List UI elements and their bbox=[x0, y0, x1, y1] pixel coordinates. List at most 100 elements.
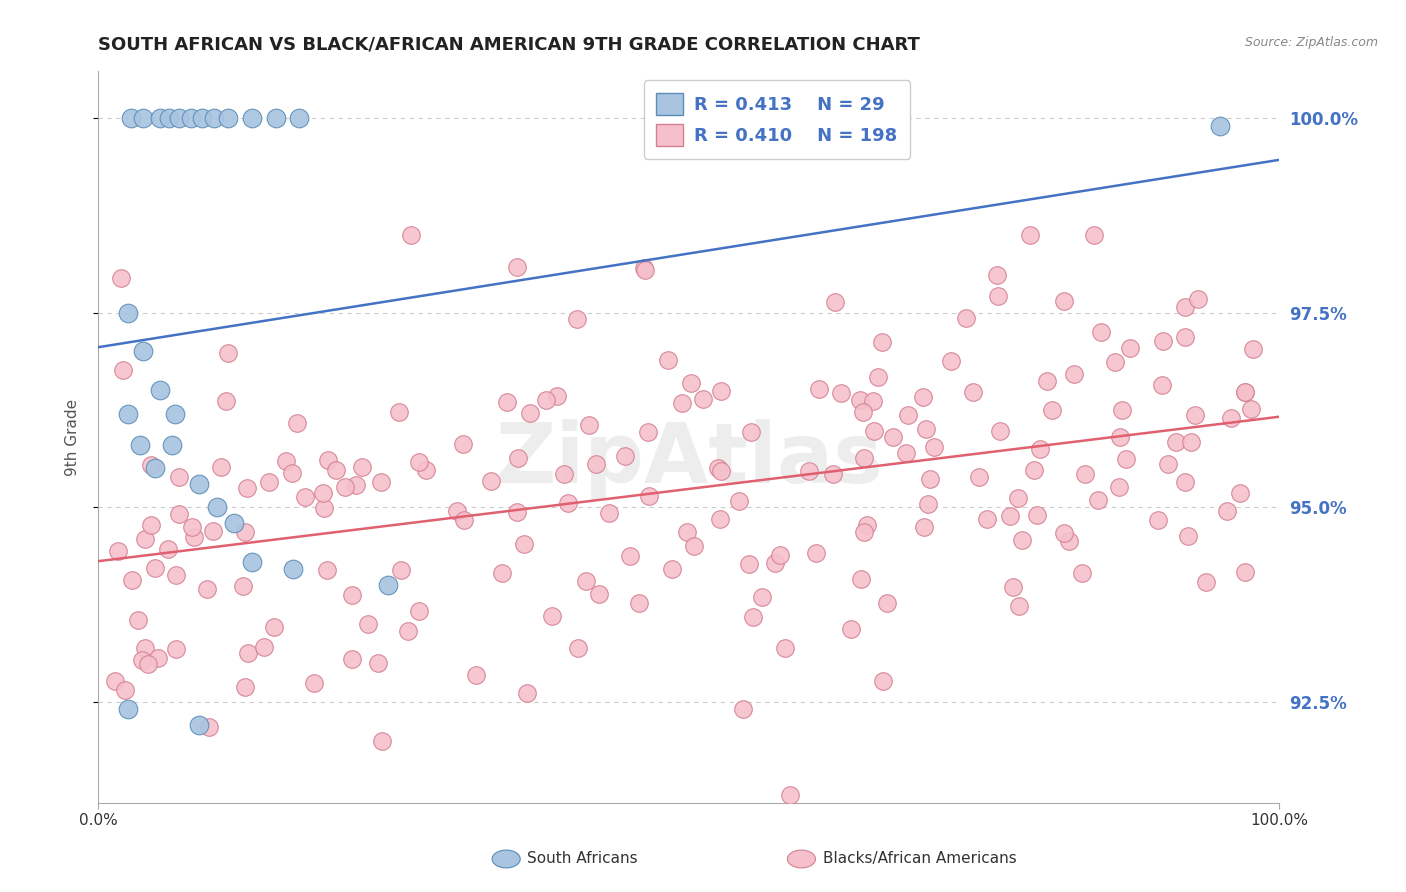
Point bbox=[853, 451, 876, 466]
Point bbox=[849, 572, 872, 586]
Point bbox=[986, 268, 1008, 282]
Text: South Africans: South Africans bbox=[527, 852, 638, 866]
Point bbox=[1153, 334, 1175, 348]
Point bbox=[224, 516, 246, 530]
Point bbox=[575, 574, 598, 588]
Point bbox=[1115, 451, 1137, 466]
Point bbox=[676, 525, 699, 540]
Point bbox=[112, 363, 135, 377]
Point bbox=[195, 582, 218, 596]
Point bbox=[157, 111, 180, 125]
Text: SOUTH AFRICAN VS BLACK/AFRICAN AMERICAN 9TH GRADE CORRELATION CHART: SOUTH AFRICAN VS BLACK/AFRICAN AMERICAN … bbox=[98, 36, 921, 54]
Point bbox=[710, 384, 733, 398]
Point bbox=[821, 467, 844, 482]
Point bbox=[987, 289, 1010, 303]
Point bbox=[357, 617, 380, 632]
Point bbox=[824, 295, 846, 310]
Point bbox=[1187, 292, 1209, 306]
Point bbox=[285, 417, 308, 431]
Point bbox=[911, 390, 934, 404]
Point bbox=[1184, 408, 1206, 422]
Point bbox=[1024, 463, 1046, 477]
Point bbox=[598, 506, 620, 520]
Point bbox=[325, 462, 347, 476]
Point bbox=[205, 500, 228, 515]
Point bbox=[107, 544, 129, 558]
Point bbox=[209, 459, 232, 474]
Point bbox=[104, 674, 127, 689]
Point bbox=[240, 555, 263, 569]
Point bbox=[914, 422, 936, 436]
Point bbox=[553, 467, 575, 481]
Point bbox=[897, 408, 920, 422]
Text: ZipAtlas: ZipAtlas bbox=[495, 418, 883, 500]
Point bbox=[479, 474, 502, 488]
Point bbox=[1180, 434, 1202, 449]
Point bbox=[263, 620, 285, 634]
Point bbox=[740, 425, 762, 439]
Point bbox=[534, 393, 557, 408]
Point bbox=[1052, 294, 1074, 309]
Point bbox=[350, 459, 373, 474]
Point bbox=[138, 657, 160, 671]
Point bbox=[370, 475, 392, 489]
Point bbox=[134, 532, 156, 546]
Point bbox=[335, 480, 357, 494]
Point bbox=[127, 613, 149, 627]
Point bbox=[128, 438, 150, 452]
Point bbox=[233, 680, 256, 694]
Point bbox=[1157, 457, 1180, 471]
Point bbox=[1007, 491, 1029, 505]
Point bbox=[1053, 526, 1076, 541]
Point bbox=[797, 464, 820, 478]
Point bbox=[132, 111, 155, 125]
Point bbox=[637, 425, 659, 439]
Point bbox=[1233, 384, 1256, 399]
Point bbox=[1209, 119, 1232, 133]
Point bbox=[1029, 442, 1052, 457]
Y-axis label: 9th Grade: 9th Grade bbox=[65, 399, 80, 475]
Point bbox=[464, 668, 486, 682]
Point bbox=[1108, 480, 1130, 494]
Point bbox=[114, 683, 136, 698]
Point bbox=[924, 440, 946, 454]
Point bbox=[1008, 599, 1031, 614]
Point bbox=[808, 382, 831, 396]
Point bbox=[863, 424, 886, 438]
Point bbox=[733, 701, 755, 715]
Point bbox=[1018, 227, 1040, 242]
Point bbox=[264, 111, 287, 125]
Point bbox=[198, 720, 221, 734]
Point bbox=[117, 702, 139, 716]
Point bbox=[367, 656, 389, 670]
Point bbox=[1104, 355, 1126, 369]
Point bbox=[585, 457, 607, 471]
Point bbox=[882, 429, 904, 443]
Point bbox=[117, 407, 139, 421]
Text: Blacks/African Americans: Blacks/African Americans bbox=[823, 852, 1017, 866]
Point bbox=[967, 470, 990, 484]
Point bbox=[634, 263, 657, 277]
Point bbox=[962, 384, 984, 399]
Point bbox=[638, 489, 661, 503]
Point bbox=[633, 261, 655, 276]
Point bbox=[1174, 300, 1197, 314]
Point bbox=[235, 482, 257, 496]
Point bbox=[1042, 402, 1064, 417]
Point bbox=[1219, 411, 1241, 425]
Point bbox=[312, 501, 335, 516]
Point bbox=[1174, 330, 1197, 344]
Point bbox=[914, 520, 936, 534]
Point bbox=[165, 567, 187, 582]
Point bbox=[1090, 325, 1112, 339]
Point bbox=[546, 389, 568, 403]
Point bbox=[742, 610, 765, 624]
Point bbox=[976, 511, 998, 525]
Point bbox=[738, 557, 761, 571]
Point bbox=[567, 641, 589, 656]
Point bbox=[217, 111, 239, 125]
Point bbox=[181, 520, 204, 534]
Point bbox=[1119, 341, 1142, 355]
Point bbox=[988, 424, 1011, 438]
Point bbox=[1233, 565, 1256, 579]
